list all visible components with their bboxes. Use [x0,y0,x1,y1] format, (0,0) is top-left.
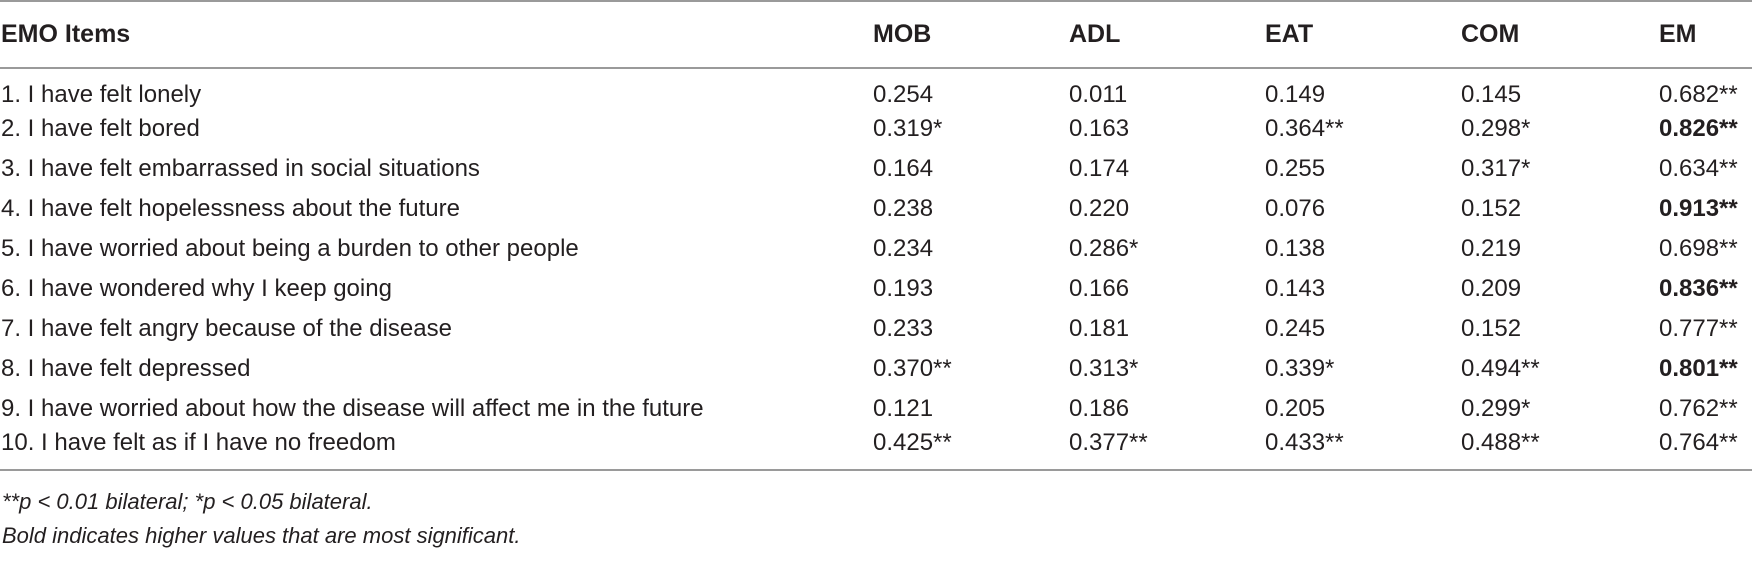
footnote-significance: **p < 0.01 bilateral; *p < 0.05 bilatera… [2,489,373,514]
cell-adl: 0.377** [1069,429,1265,471]
cell-em: 0.698** [1659,235,1738,262]
header-adl: ADL [1069,0,1265,69]
header-row: EMO Items MOB ADL EAT COM EM [0,0,1752,69]
cell-eat: 0.433** [1265,429,1461,471]
cell-eat: 0.205 [1265,395,1326,422]
cell-item: 5. I have worried about being a burden t… [1,235,579,262]
cell-eat: 0.138 [1265,235,1326,262]
cell-mob: 0.193 [873,275,934,302]
cell-adl: 0.181 [1069,315,1130,342]
cell-mob: 0.319* [873,115,943,142]
cell-item: 3. I have felt embarrassed in social sit… [1,155,480,182]
cell-adl: 0.174 [1069,155,1130,182]
cell-com: 0.145 [1461,81,1522,108]
cell-em: 0.913** [1659,195,1738,222]
cell-com: 0.209 [1461,275,1522,302]
cell-adl: 0.011 [1069,81,1128,108]
cell-item: 10. I have felt as if I have no freedom [0,429,873,471]
cell-com: 0.494** [1461,355,1540,382]
cell-com: 0.298* [1461,115,1531,142]
table-footnotes: **p < 0.01 bilateral; *p < 0.05 bilatera… [0,471,1752,553]
header-em: EM [1659,0,1752,69]
cell-adl: 0.186 [1069,395,1130,422]
cell-eat: 0.255 [1265,155,1326,182]
cell-mob: 0.370** [873,355,952,382]
table-row: 2. I have felt bored 0.319* 0.163 0.364** 0.… [0,109,1752,149]
cell-eat: 0.143 [1265,275,1326,302]
cell-eat: 0.364** [1265,115,1344,142]
table-row: 8. I have felt depressed 0.370** 0.313* 0.3… [0,349,1752,389]
cell-item: 9. I have worried about how the disease … [1,395,704,422]
cell-em: 0.836** [1659,275,1738,302]
cell-em: 0.777** [1659,315,1738,342]
cell-item: 1. I have felt lonely [1,81,202,108]
cell-em: 0.801** [1659,355,1738,382]
cell-mob: 0.425** [873,429,1069,471]
cell-item: 8. I have felt depressed [1,355,251,382]
header-mob: MOB [873,0,1069,69]
cell-adl: 0.286* [1069,235,1139,262]
cell-adl: 0.313* [1069,355,1139,382]
cell-com: 0.488** [1461,429,1659,471]
header-eat: EAT [1265,0,1461,69]
table-row: 3. I have felt embarrassed in social sit… [0,149,1752,189]
cell-em: 0.826** [1659,115,1738,142]
cell-item: 6. I have wondered why I keep going [1,275,392,302]
cell-mob: 0.164 [873,155,934,182]
cell-item: 2. I have felt bored [1,115,200,142]
cell-em: 0.634** [1659,155,1738,182]
cell-com: 0.152 [1461,315,1522,342]
cell-em: 0.682** [1659,81,1738,108]
table-row: 1. I have felt lonely 0.254 0.011 0.149 0.14… [0,68,1752,109]
cell-item: 4. I have felt hopelessness about the fu… [1,195,460,222]
cell-mob: 0.121 [873,395,934,422]
cell-mob: 0.254 [873,81,934,108]
cell-item: 7. I have felt angry because of the dise… [1,315,452,342]
table-row: 4. I have felt hopelessness about the fu… [0,189,1752,229]
cell-em: 0.762** [1659,395,1738,422]
cell-adl: 0.163 [1069,115,1130,142]
cell-mob: 0.238 [873,195,934,222]
cell-eat: 0.149 [1265,81,1326,108]
cell-adl: 0.220 [1069,195,1130,222]
cell-eat: 0.245 [1265,315,1326,342]
table-body: 1. I have felt lonely 0.254 0.011 0.149 0.14… [0,68,1752,471]
cell-mob: 0.234 [873,235,934,262]
correlation-table-container: EMO Items MOB ADL EAT COM EM 1. I have f… [0,0,1752,553]
cell-com: 0.152 [1461,195,1522,222]
footnote-bold-note: Bold indicates higher values that are mo… [2,523,521,548]
table-row: 10. I have felt as if I have no freedom 0… [0,429,1752,471]
table-row: 7. I have felt angry because of the dise… [0,309,1752,349]
correlation-table: EMO Items MOB ADL EAT COM EM 1. I have f… [0,0,1752,471]
table-header: EMO Items MOB ADL EAT COM EM [0,0,1752,69]
cell-mob: 0.233 [873,315,934,342]
cell-em: 0.764** [1659,429,1752,471]
cell-eat: 0.339* [1265,355,1335,382]
table-row: 5. I have worried about being a burden t… [0,229,1752,269]
cell-com: 0.219 [1461,235,1522,262]
header-com: COM [1461,0,1659,69]
cell-eat: 0.076 [1265,195,1326,222]
table-row: 6. I have wondered why I keep going 0.193… [0,269,1752,309]
header-emo-items: EMO Items [0,0,873,69]
cell-adl: 0.166 [1069,275,1130,302]
cell-com: 0.317* [1461,155,1531,182]
table-row: 9. I have worried about how the disease … [0,389,1752,429]
cell-com: 0.299* [1461,395,1531,422]
